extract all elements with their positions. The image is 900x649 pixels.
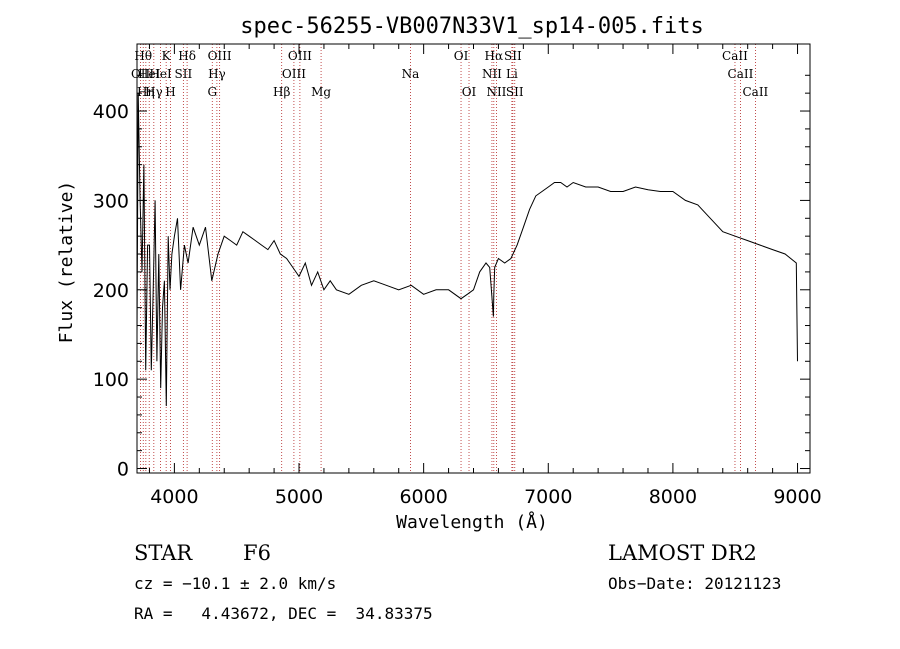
x-axis-ticks: 4000 5000 6000 7000 8000 9000 <box>148 44 822 508</box>
line-label: Hδ <box>178 49 196 63</box>
line-label: Na <box>402 67 420 81</box>
line-label: K <box>162 49 172 63</box>
y-tick-label: 100 <box>93 369 129 391</box>
line-label: HeI <box>138 67 161 81</box>
x-tick-label: 7000 <box>524 486 572 508</box>
line-label: SII <box>506 85 524 99</box>
y-axis-label: Flux (relative) <box>56 181 77 344</box>
line-label: CaII <box>728 67 754 81</box>
redshift-cz: cz = −10.1 ± 2.0 km/s <box>134 574 336 593</box>
line-label: G <box>207 85 217 99</box>
y-axis-ticks: 0 100 200 300 400 <box>93 74 810 481</box>
y-tick-label: 300 <box>93 190 129 212</box>
object-subclass: F6 <box>243 541 271 565</box>
line-label: Hα <box>485 49 504 63</box>
survey-name: LAMOST DR2 <box>608 541 757 565</box>
x-tick-label: 6000 <box>399 486 447 508</box>
spectrum-line <box>136 93 798 407</box>
line-label: OIII <box>208 49 232 63</box>
line-label: Hθ <box>134 49 152 63</box>
x-tick-label: 5000 <box>275 486 323 508</box>
line-label: OIII <box>288 49 312 63</box>
line-label: NII <box>482 67 502 81</box>
plot-frame <box>136 43 811 474</box>
line-label: Hγ <box>208 67 226 81</box>
spectral-line-markers <box>140 44 756 473</box>
chart-title: spec-56255-VB007N33V1_sp14-005.fits <box>240 14 704 39</box>
x-tick-label: 4000 <box>150 486 198 508</box>
y-tick-label: 0 <box>117 459 129 481</box>
line-label: NII <box>486 85 506 99</box>
line-label: CaII <box>742 85 768 99</box>
observation-date: Obs−Date: 20121123 <box>608 574 781 593</box>
x-tick-label: 8000 <box>649 486 697 508</box>
line-label: CaII <box>722 49 748 63</box>
line-label: SII <box>504 49 522 63</box>
line-label: HeI <box>149 67 172 81</box>
line-label: OI <box>462 85 477 99</box>
x-axis-label: Wavelength (Å) <box>396 511 548 533</box>
line-label: Hη <box>137 85 155 99</box>
sky-coordinates: RA = 4.43672, DEC = 34.83375 <box>134 604 433 623</box>
line-label: SII <box>175 67 193 81</box>
object-type: STAR <box>134 541 193 565</box>
line-label: OI <box>454 49 469 63</box>
line-label: Mg <box>311 85 331 99</box>
spectral-line-labels: OIIHθHηHeIHγHeIKHSIIHδGHγOIIIHβOIIIOIIIM… <box>131 49 769 99</box>
line-label: Hγ <box>145 85 163 99</box>
line-label: OII <box>131 67 151 81</box>
x-tick-label: 9000 <box>773 486 821 508</box>
line-label: Li <box>506 67 518 81</box>
line-label: H <box>165 85 175 99</box>
spectrum-series <box>136 93 798 407</box>
line-label: OIII <box>282 67 306 81</box>
y-tick-label: 400 <box>93 101 129 123</box>
y-tick-label: 200 <box>93 280 129 302</box>
line-label: Hβ <box>273 85 290 99</box>
